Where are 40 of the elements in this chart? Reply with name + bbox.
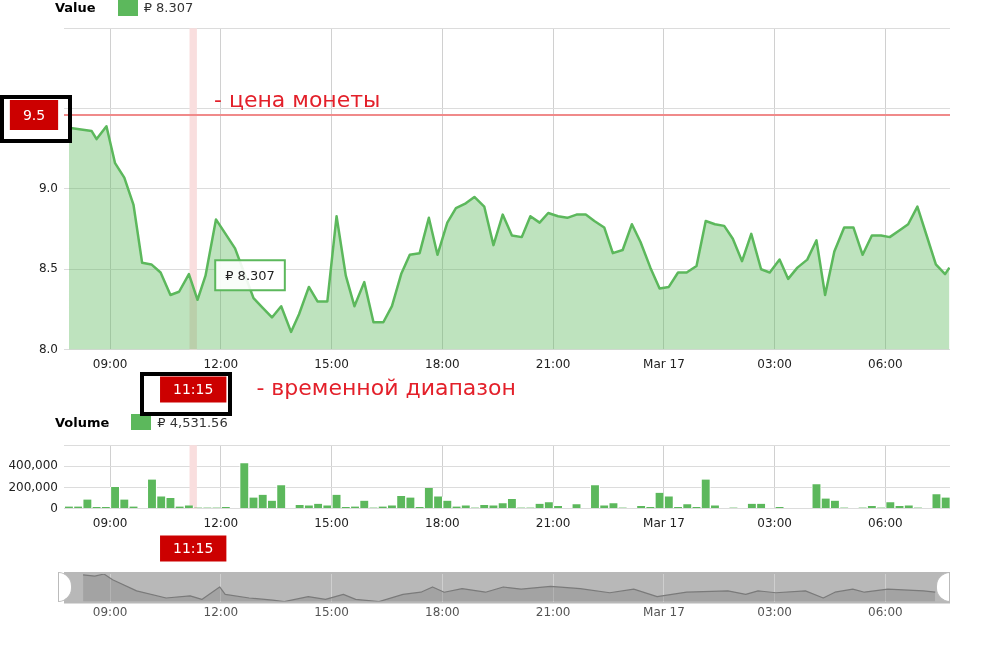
x-tick-label: 12:00	[203, 604, 239, 619]
text: 9.5	[22, 106, 46, 123]
x-tick-label: 15:00	[314, 515, 349, 530]
text: 11:15	[173, 381, 214, 398]
x-tick-label: 15:00	[314, 604, 349, 619]
chart-title: Volume	[55, 414, 110, 430]
x-tick-label: 12:00	[203, 515, 239, 530]
text: 11:15	[173, 540, 214, 557]
y-tick-label: 0	[50, 500, 58, 515]
annotation: ₽ 8.307	[225, 267, 275, 283]
x-tick-label: 06:00	[868, 604, 903, 619]
x-tick-label: Mar 17	[643, 515, 685, 530]
chart-title: Value	[55, 0, 96, 15]
x-tick-label: 06:00	[868, 515, 903, 530]
x-tick-label: 21:00	[535, 604, 571, 619]
x-tick-label: 18:00	[425, 604, 460, 619]
legend-label: ₽ 4,531.56	[157, 414, 228, 430]
x-tick-label: Mar 17	[643, 356, 685, 371]
x-tick-label: 21:00	[535, 356, 571, 371]
legend-label: ₽ 8.307	[143, 0, 194, 15]
x-tick-label: 03:00	[757, 356, 792, 371]
y-tick-label: 8.0	[38, 341, 58, 356]
x-tick-label: 09:00	[92, 356, 128, 371]
x-tick-label: 12:00	[203, 356, 239, 371]
text: - временной диапазон	[256, 375, 516, 401]
y-tick-label: 400,000	[8, 458, 58, 473]
y-tick-label: 200,000	[8, 479, 58, 494]
x-tick-label: 03:00	[757, 515, 792, 530]
x-tick-label: 09:00	[92, 604, 128, 619]
x-tick-label: 09:00	[92, 515, 128, 530]
y-tick-label: 9.0	[38, 181, 58, 196]
x-tick-label: Mar 17	[643, 604, 685, 619]
x-tick-label: 06:00	[868, 356, 903, 371]
y-tick-label: 8.5	[38, 261, 58, 276]
x-tick-label: 21:00	[535, 515, 571, 530]
ref-line-label: - цена монеты	[214, 86, 381, 112]
x-tick-label: 15:00	[314, 356, 349, 371]
x-tick-label: 18:00	[425, 515, 460, 530]
x-tick-label: 03:00	[757, 604, 792, 619]
x-tick-label: 18:00	[425, 356, 460, 371]
